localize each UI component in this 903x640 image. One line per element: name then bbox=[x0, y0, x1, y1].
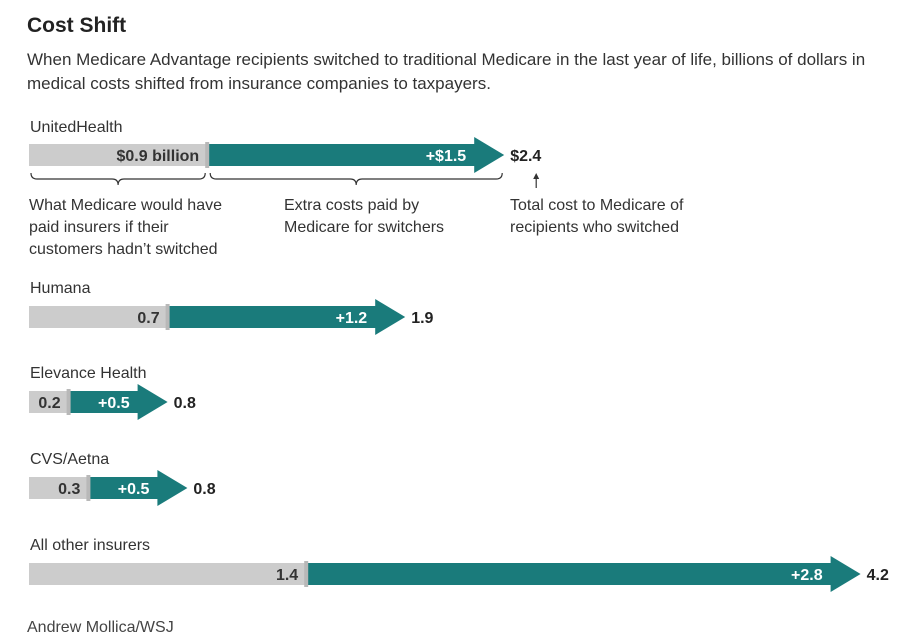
extra-note-line: Extra costs paid by bbox=[284, 197, 419, 214]
base-bar bbox=[29, 477, 89, 499]
extra-value-label: +0.5 bbox=[98, 395, 130, 412]
base-value-label: 1.4 bbox=[276, 567, 298, 584]
base-note-line: paid insurers if their bbox=[29, 219, 169, 236]
category-label: UnitedHealth bbox=[30, 119, 123, 136]
extra-arrow bbox=[306, 556, 861, 592]
base-value-label: 0.2 bbox=[38, 395, 60, 412]
base-bar bbox=[29, 306, 168, 328]
total-value-label: 0.8 bbox=[193, 481, 215, 498]
extra-value-label: +0.5 bbox=[118, 481, 150, 498]
extra-note-line: Medicare for switchers bbox=[284, 219, 444, 236]
base-brace bbox=[30, 172, 206, 186]
category-label: CVS/Aetna bbox=[30, 451, 109, 468]
total-value-label: $2.4 bbox=[510, 148, 541, 165]
bar-divider bbox=[165, 304, 170, 330]
extra-brace bbox=[209, 172, 503, 186]
category-label: Elevance Health bbox=[30, 365, 147, 382]
extra-arrow bbox=[167, 299, 406, 335]
total-note-line: recipients who switched bbox=[510, 219, 679, 236]
extra-value-label: +2.8 bbox=[791, 567, 823, 584]
chart-title: Cost Shift bbox=[27, 14, 127, 37]
base-note-line: What Medicare would have bbox=[29, 197, 222, 214]
extra-value-label: +$1.5 bbox=[426, 148, 467, 165]
total-value-label: 4.2 bbox=[867, 567, 889, 584]
credit-line: Andrew Mollica/WSJ bbox=[27, 619, 174, 636]
category-label: All other insurers bbox=[30, 537, 150, 554]
up-arrow-head-icon bbox=[533, 173, 540, 179]
base-note-line: customers hadn’t switched bbox=[29, 241, 218, 258]
total-note-line: Total cost to Medicare of bbox=[510, 197, 684, 214]
base-bar bbox=[29, 144, 208, 166]
base-bar bbox=[29, 563, 307, 585]
category-label: Humana bbox=[30, 280, 91, 297]
total-value-label: 1.9 bbox=[411, 310, 433, 327]
total-value-label: 0.8 bbox=[174, 395, 196, 412]
base-value-label: 0.3 bbox=[58, 481, 80, 498]
bar-divider bbox=[205, 142, 210, 168]
extra-arrow bbox=[207, 137, 505, 173]
base-value-label: 0.7 bbox=[137, 310, 159, 327]
bar-divider bbox=[86, 475, 91, 501]
bar-divider bbox=[66, 389, 71, 415]
bar-divider bbox=[304, 561, 309, 587]
extra-arrow bbox=[68, 384, 168, 420]
extra-value-label: +1.2 bbox=[336, 310, 368, 327]
chart-subtitle: When Medicare Advantage recipients switc… bbox=[27, 50, 866, 93]
base-bar bbox=[29, 391, 69, 413]
extra-arrow bbox=[88, 470, 188, 506]
base-value-label: $0.9 billion bbox=[117, 148, 200, 165]
